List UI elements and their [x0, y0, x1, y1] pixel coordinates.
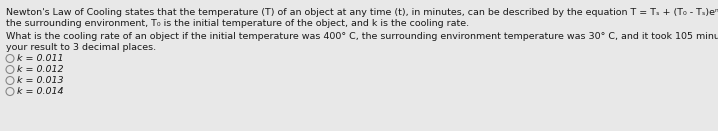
- Text: k = 0.011: k = 0.011: [17, 54, 63, 63]
- Text: k = 0.012: k = 0.012: [17, 65, 63, 74]
- Text: k = 0.013: k = 0.013: [17, 76, 63, 85]
- Text: the surrounding environment, T₀ is the initial temperature of the object, and k : the surrounding environment, T₀ is the i…: [6, 19, 469, 28]
- Text: What is the cooling rate of an object if the initial temperature was 400° C, the: What is the cooling rate of an object if…: [6, 32, 718, 41]
- Text: Newton's Law of Cooling states that the temperature (T) of an object at any time: Newton's Law of Cooling states that the …: [6, 8, 718, 17]
- Text: k = 0.014: k = 0.014: [17, 87, 63, 96]
- Text: your result to 3 decimal places.: your result to 3 decimal places.: [6, 43, 156, 52]
